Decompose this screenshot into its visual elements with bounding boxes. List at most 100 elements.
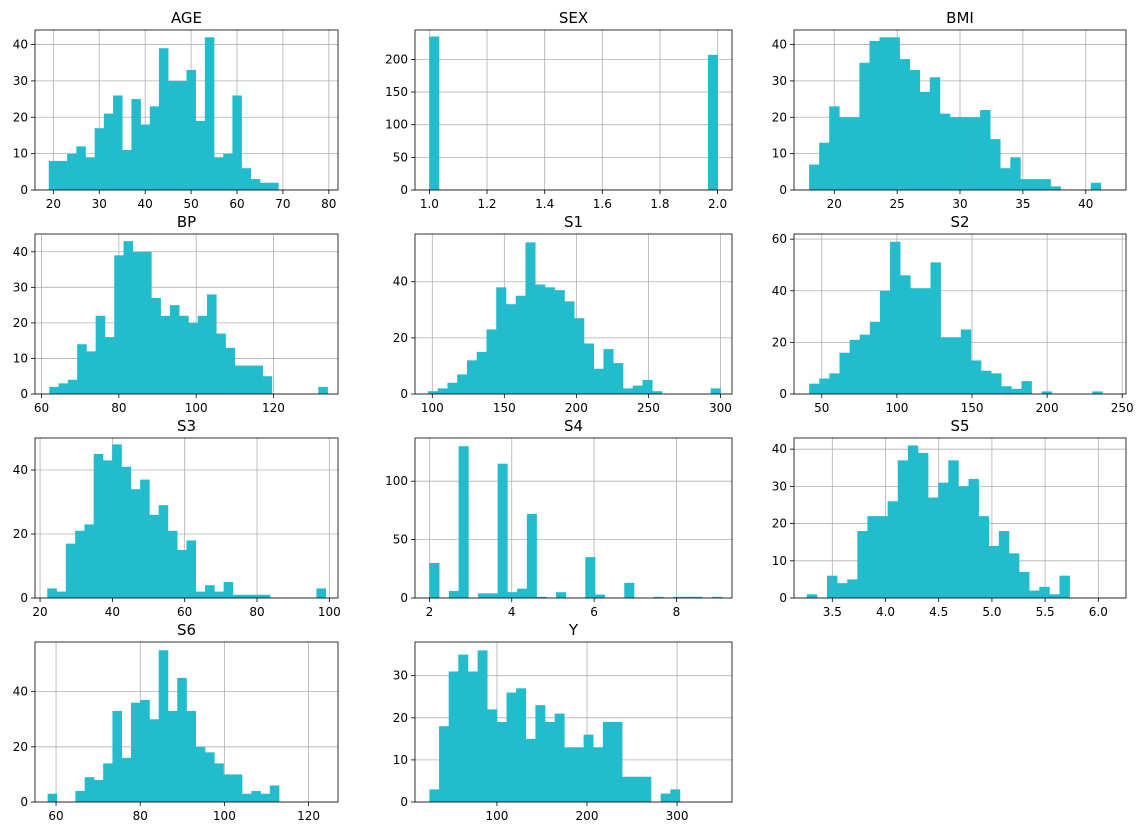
- histogram-bar: [477, 650, 488, 802]
- y-tick-label: 0: [400, 387, 408, 401]
- y-tick-label: 0: [20, 183, 28, 197]
- histogram-bar: [877, 516, 888, 598]
- x-tick-label: 100: [885, 401, 908, 415]
- histogram-bar: [859, 334, 871, 394]
- y-tick-label: 40: [13, 245, 28, 259]
- histogram-bar: [58, 383, 69, 394]
- x-tick-label: 5.0: [982, 605, 1001, 619]
- histogram-bar: [169, 305, 180, 394]
- histogram-bar: [95, 315, 106, 394]
- histogram-bar: [140, 699, 150, 802]
- histogram-bar: [167, 530, 178, 598]
- bars: [806, 445, 1070, 598]
- histogram-bar: [1010, 157, 1021, 190]
- x-tick-label: 4.5: [929, 605, 948, 619]
- histogram-bar: [622, 388, 634, 394]
- bars: [809, 37, 1102, 191]
- histogram-bar: [660, 793, 671, 802]
- y-tick-label: 10: [13, 351, 28, 365]
- histogram-bar: [809, 164, 820, 190]
- x-tick-label: 120: [262, 401, 285, 415]
- y-tick-label: 20: [393, 331, 408, 345]
- histogram-bar: [1050, 186, 1061, 190]
- histogram-bar: [232, 774, 243, 802]
- panel-title: BP: [177, 213, 196, 231]
- x-tick-label: 250: [637, 401, 660, 415]
- histogram-bar: [242, 793, 252, 802]
- histogram-bar: [77, 344, 87, 394]
- histogram-bar: [593, 747, 604, 802]
- histogram-bar: [195, 120, 206, 190]
- axes-frame: [34, 641, 339, 803]
- axes-frame: [34, 233, 339, 395]
- histogram-bar: [554, 290, 565, 394]
- histogram-bar: [496, 287, 507, 394]
- histogram-bar: [94, 128, 105, 190]
- histogram-bar: [102, 460, 113, 598]
- x-tick-label: 70: [275, 197, 290, 211]
- histogram-bar: [990, 139, 1001, 190]
- histogram-bar: [177, 677, 187, 802]
- y-tick-label: 10: [772, 147, 787, 161]
- histogram-bar: [900, 275, 911, 394]
- histogram-bar: [554, 713, 565, 802]
- histogram-bar: [1000, 168, 1011, 190]
- y-tick-label: 20: [772, 110, 787, 124]
- x-tick-label: 60: [177, 605, 192, 619]
- histogram-bar: [642, 379, 653, 394]
- histogram-bar: [140, 124, 151, 190]
- histogram-bar: [204, 37, 215, 190]
- histogram-bar: [949, 117, 961, 190]
- histogram-bar: [819, 142, 830, 190]
- bars: [47, 650, 280, 802]
- histogram-bar: [244, 365, 254, 394]
- histogram-bar: [938, 482, 949, 598]
- histogram-bar: [149, 106, 160, 190]
- histogram-bar: [968, 478, 979, 598]
- histogram-bar: [980, 110, 991, 190]
- y-tick-label: 20: [393, 711, 408, 725]
- histogram-bar: [49, 386, 59, 394]
- x-tick-label: 35: [1015, 197, 1030, 211]
- histogram-bar: [429, 36, 440, 191]
- histogram-bar: [1092, 391, 1103, 394]
- histogram-bar: [517, 588, 528, 598]
- histogram-bar: [149, 514, 159, 598]
- histogram-bar: [223, 582, 234, 598]
- x-tick-label: 150: [961, 401, 984, 415]
- histogram-bar: [928, 497, 939, 598]
- x-tick-label: 1.8: [650, 197, 669, 211]
- histogram-bar: [216, 333, 226, 394]
- histogram-bar: [225, 347, 236, 394]
- histogram-bar: [112, 710, 122, 802]
- x-tick-label: 5.5: [1036, 605, 1055, 619]
- histogram-bar: [104, 337, 115, 394]
- histogram-bar: [849, 117, 860, 190]
- histogram-bar: [1041, 391, 1053, 394]
- histogram-bar: [103, 763, 113, 802]
- histogram-bar: [819, 378, 830, 394]
- histogram-bar: [837, 583, 848, 598]
- y-tick-label: 150: [385, 85, 408, 99]
- panel-title: AGE: [171, 9, 202, 27]
- histogram-bar: [179, 315, 189, 394]
- histogram-bar: [998, 531, 1010, 598]
- histogram-bar: [907, 445, 919, 598]
- histogram-bar: [909, 70, 921, 190]
- bars: [47, 444, 327, 598]
- x-tick-label: 8: [673, 605, 681, 619]
- histogram-bar: [889, 37, 900, 190]
- histogram-bar: [149, 719, 160, 802]
- histogram-bar: [940, 337, 952, 394]
- panel-title: S4: [564, 417, 583, 435]
- histogram-bar: [195, 746, 206, 802]
- histogram-bar: [205, 752, 215, 802]
- histogram-bar: [624, 582, 635, 598]
- x-tick-label: 40: [138, 197, 153, 211]
- y-tick-label: 0: [20, 387, 28, 401]
- axes-frame: [34, 437, 339, 599]
- y-tick-label: 30: [13, 74, 28, 88]
- histogram-bar: [593, 368, 604, 394]
- x-tick-label: 4: [508, 605, 516, 619]
